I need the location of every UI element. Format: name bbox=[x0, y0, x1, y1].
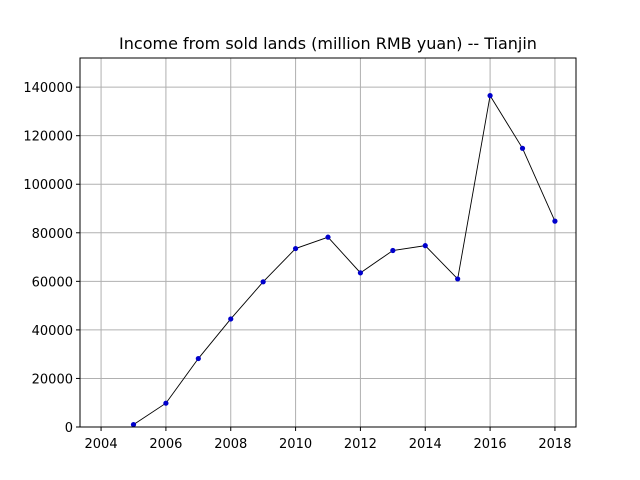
data-point-2016 bbox=[487, 93, 493, 99]
y-tick-label: 0 bbox=[65, 421, 73, 436]
data-point-2005 bbox=[130, 421, 137, 428]
x-tick-label: 2018 bbox=[538, 437, 571, 452]
plot-area-frame bbox=[79, 57, 577, 428]
data-point-2007 bbox=[195, 355, 201, 362]
data-point-2012 bbox=[357, 270, 364, 276]
y-tick-label: 140000 bbox=[23, 81, 73, 96]
y-tick-label: 80000 bbox=[32, 227, 73, 242]
x-tick-label: 2016 bbox=[474, 437, 507, 452]
series-layer bbox=[130, 93, 558, 428]
data-point-2017 bbox=[519, 145, 526, 151]
y-tick-label: 120000 bbox=[23, 130, 73, 145]
grid bbox=[80, 58, 576, 428]
data-point-2013 bbox=[390, 247, 396, 254]
x-tick-label: 2004 bbox=[85, 437, 118, 452]
series-line bbox=[133, 94, 556, 425]
data-point-2010 bbox=[292, 245, 299, 252]
x-tick-label: 2006 bbox=[149, 437, 182, 452]
x-tick-label: 2014 bbox=[409, 437, 442, 452]
y-tick-label: 60000 bbox=[32, 275, 73, 290]
data-point-2008 bbox=[228, 316, 234, 322]
data-point-2006 bbox=[163, 400, 169, 406]
data-point-2011 bbox=[325, 234, 331, 240]
data-point-2015 bbox=[455, 276, 461, 282]
data-point-2009 bbox=[260, 279, 266, 285]
x-tick-label: 2008 bbox=[214, 437, 247, 452]
axis-ticks: 2004 2006 2008 2010 2012 2014 2016 2018 0 20000 40… bbox=[23, 81, 571, 452]
y-tick-label: 100000 bbox=[23, 178, 73, 193]
y-tick-label: 20000 bbox=[32, 372, 73, 387]
x-tick-label: 2010 bbox=[279, 437, 312, 452]
data-point-2018 bbox=[552, 218, 558, 224]
data-point-2014 bbox=[422, 243, 428, 249]
chart-title: Income from sold lands (million RMB yuan… bbox=[119, 34, 537, 53]
x-tick-label: 2012 bbox=[344, 437, 377, 452]
y-tick-label: 40000 bbox=[32, 324, 73, 339]
